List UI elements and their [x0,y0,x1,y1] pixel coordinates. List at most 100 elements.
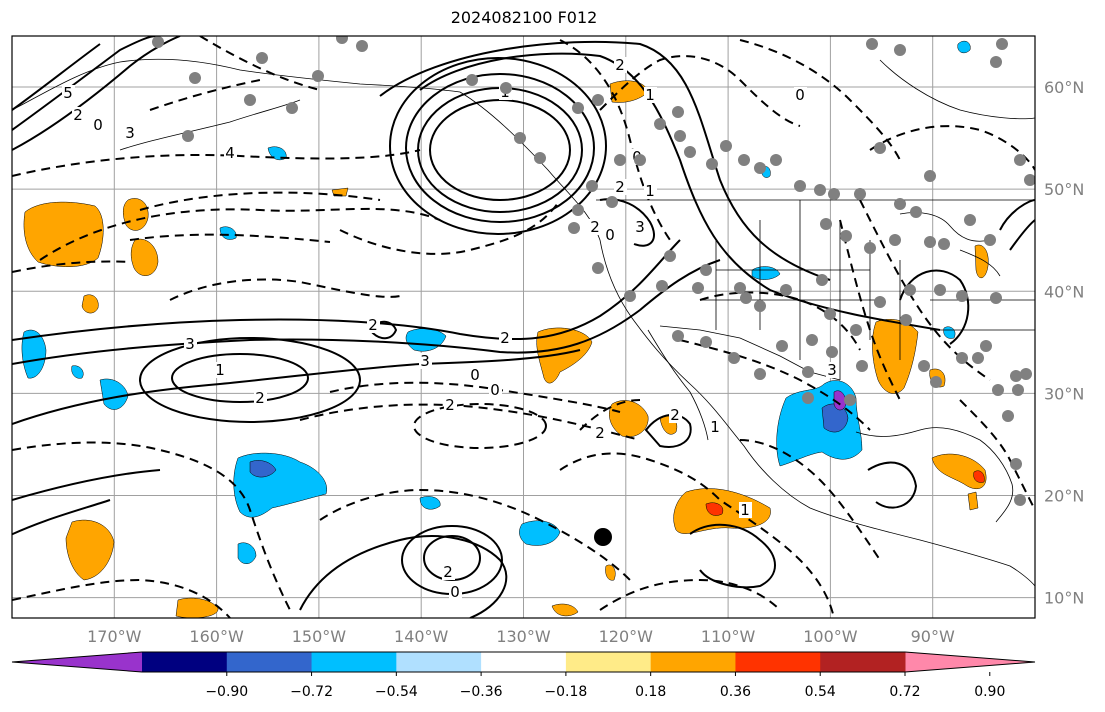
contour-line [389,57,607,235]
latitude-tick-label: 50°N [1044,180,1084,199]
contour-label-bg [62,85,75,101]
orange-blob [130,238,159,276]
station-dot [904,284,916,296]
contour-label: 2 [73,106,83,124]
contour-label: 0 [605,226,615,244]
colorbar-segment [226,652,313,672]
longitude-tick-label: 110°W [701,627,756,646]
baja-coast [647,329,709,441]
station-dot [874,296,886,308]
station-dot [776,340,788,352]
blue-core [249,460,277,478]
station-dot [534,152,546,164]
cyan-blob [71,365,84,379]
contour-line [199,36,321,91]
latitude-tick-label: 10°N [1044,589,1084,608]
station-dot [740,292,752,304]
orange-blob [551,603,579,617]
contour-label-bg [124,125,137,141]
station-dot [568,222,580,234]
contour-label-bg [184,336,197,352]
station-dot [980,340,992,352]
station-dot [466,74,478,86]
contour-label-bg [739,502,752,518]
station-dot [738,154,750,166]
orange-blob [536,327,593,384]
longitude-tick-label: 140°W [394,627,449,646]
station-dot [938,238,950,250]
station-dot [664,250,676,262]
contour-label-bg [469,367,482,383]
station-dot [820,218,832,230]
contour-line [839,219,901,401]
gulf-coast [855,427,1014,523]
contour-line [12,43,101,111]
longitude-labels: 170°W 160°W 150°W 140°W 130°W 120°W 110°W 100°W… [87,627,955,646]
station-dot [990,56,1002,68]
station-dot [956,290,968,302]
colorbar-tick-label: −0.36 [460,684,503,700]
station-dot [924,236,936,248]
contour-label: 1 [645,182,655,200]
contour-label-bg [614,57,627,73]
station-dot [802,366,814,378]
contour-line [319,488,631,581]
contour-label-bg [634,219,647,235]
station-dot [840,230,852,242]
colorbar-tick-label: 0.54 [805,684,836,700]
station-dot [754,368,766,380]
contour-label: 2 [615,178,625,196]
colorbar-segment [650,652,736,672]
station-dot [572,102,584,114]
contour-label: 2 [595,424,605,442]
hudson-coast [879,59,1035,120]
station-dot [894,44,906,56]
colorbar-outline [11,651,1036,673]
contour-label: 0 [450,583,460,601]
longitude-tick-label: 130°W [496,627,551,646]
contour-label-bg [709,419,722,435]
colorbar-tick-label: −0.72 [290,684,333,700]
station-dot [514,132,526,144]
colorbar-tick-label: 0.36 [720,684,751,700]
colorbar-segment [311,652,397,672]
station-dot [656,280,668,292]
station-dot [182,130,194,142]
station-dot [189,72,201,84]
station-dot [816,274,828,286]
station-dot [1014,494,1026,506]
contour-label-bg [92,117,105,133]
contour-label: 2 [670,406,680,424]
station-dot [700,336,712,348]
contour-line [379,40,831,281]
station-dot [634,154,646,166]
station-dot [910,206,922,218]
contour-label-bg [794,87,807,103]
station-dot [930,376,942,388]
orange-blob [605,564,616,581]
station-dot [826,346,838,358]
contour-label: 4 [225,144,235,162]
station-dot [924,170,936,182]
station-dot [1024,174,1035,186]
contour-label-bg [589,219,602,235]
contour-line [12,469,161,501]
longitude-tick-label: 90°W [911,627,955,646]
contour-line [959,399,1035,511]
colorbar-tick-label: −0.54 [375,684,418,700]
station-dot [152,36,164,48]
station-dot [854,188,866,200]
cyan-blob [519,520,561,546]
station-dot [972,352,984,364]
coastlines [12,58,1035,587]
station-dot [336,36,348,44]
station-dot [674,130,686,142]
station-dot [844,394,856,406]
contour-line [1009,219,1035,251]
orange-blob [123,198,149,231]
contour-line [413,403,547,449]
state-line [700,200,1035,380]
contour-line [12,36,157,131]
contour-label: 2 [445,396,455,414]
